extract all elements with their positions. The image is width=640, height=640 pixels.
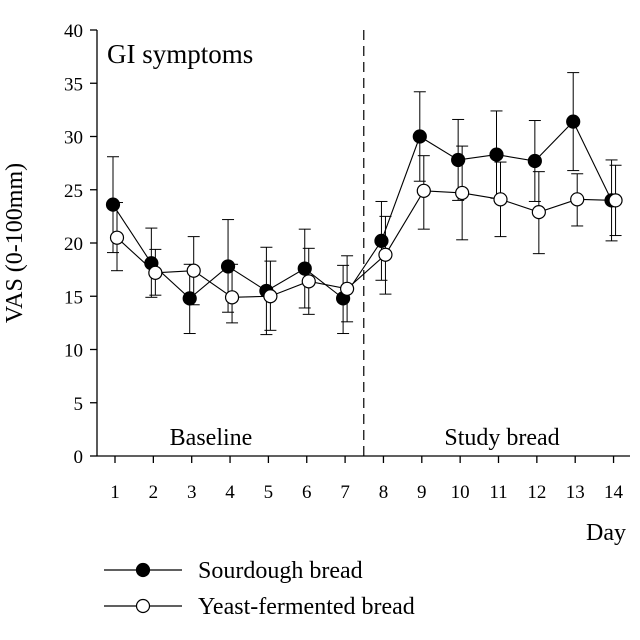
x-tick-label: 4 [225,482,235,503]
data-point-sourdough-bread [566,114,581,129]
x-tick-label: 2 [149,482,159,503]
legend-item-yeast-fermented: Yeast-fermented bread [104,594,415,620]
data-point-sourdough-bread [105,197,121,212]
x-tick-label: 12 [527,482,546,503]
data-point-yeast-fermented-bread [493,192,508,207]
data-point-yeast-fermented-bread [416,183,431,198]
data-point-yeast-fermented-bread [608,193,623,208]
x-tick-label: 8 [379,482,389,503]
x-tick-label: 7 [340,482,350,503]
data-point-yeast-fermented-bread [531,205,546,220]
data-point-yeast-fermented-bread [148,265,163,280]
x-tick-label: 5 [264,482,274,503]
y-tick-label: 10 [64,341,83,362]
data-point-sourdough-bread [374,233,389,248]
legend-label-sourdough: Sourdough bread [198,558,363,584]
x-tick-label: 11 [489,482,507,503]
data-point-yeast-fermented-bread [378,247,393,262]
data-point-sourdough-bread [527,153,542,169]
data-point-sourdough-bread [451,152,466,168]
data-point-yeast-fermented-bread [570,192,585,207]
data-point-yeast-fermented-bread [109,230,125,245]
region-label-study-bread: Study bread [444,425,559,451]
x-tick-label: 9 [417,482,427,503]
x-axis-title: Day [586,520,626,546]
data-point-sourdough-bread [182,291,197,306]
data-point-sourdough-bread [489,147,504,162]
markers-yeast-fermented-bread [109,183,623,305]
series-layer [105,72,623,336]
y-tick-label: 40 [64,21,83,42]
y-tick-label: 5 [74,394,84,415]
x-tick-label: 1 [110,482,120,503]
y-axis-title: VAS (0-100mm) [2,163,28,323]
y-tick-label: 25 [64,181,83,202]
y-tick-label: 15 [64,287,83,308]
data-point-yeast-fermented-bread [186,263,201,278]
x-tick-label: 14 [604,482,624,503]
y-tick-label: 20 [64,234,83,255]
data-point-yeast-fermented-bread [301,274,316,289]
data-point-yeast-fermented-bread [455,185,470,201]
data-point-sourdough-bread [412,129,427,144]
legend-item-sourdough: Sourdough bread [104,558,363,584]
x-tick-label: 10 [451,482,470,503]
y-tick-label: 35 [64,74,83,95]
data-point-yeast-fermented-bread [340,281,355,296]
data-point-sourdough-bread [297,261,312,276]
y-tick-label: 0 [74,447,84,468]
data-point-sourdough-bread [220,259,236,274]
legend-marker-yeast-fermented [135,598,151,614]
data-point-yeast-fermented-bread [224,290,240,305]
legend-label-yeast-fermented: Yeast-fermented bread [198,594,415,620]
x-tick-label: 13 [566,482,585,503]
legend: Sourdough bread Yeast-fermented bread [104,558,415,620]
y-tick-label: 30 [64,128,83,149]
data-point-yeast-fermented-bread [263,289,278,304]
region-label-baseline: Baseline [170,425,253,451]
chart-title: GI symptoms [107,39,253,69]
x-tick-label: 3 [187,482,197,503]
legend-marker-sourdough [135,562,151,578]
x-tick-label: 6 [302,482,312,503]
labels-layer: GI symptoms Day VAS (0-100mm) Baseline S… [2,39,626,546]
